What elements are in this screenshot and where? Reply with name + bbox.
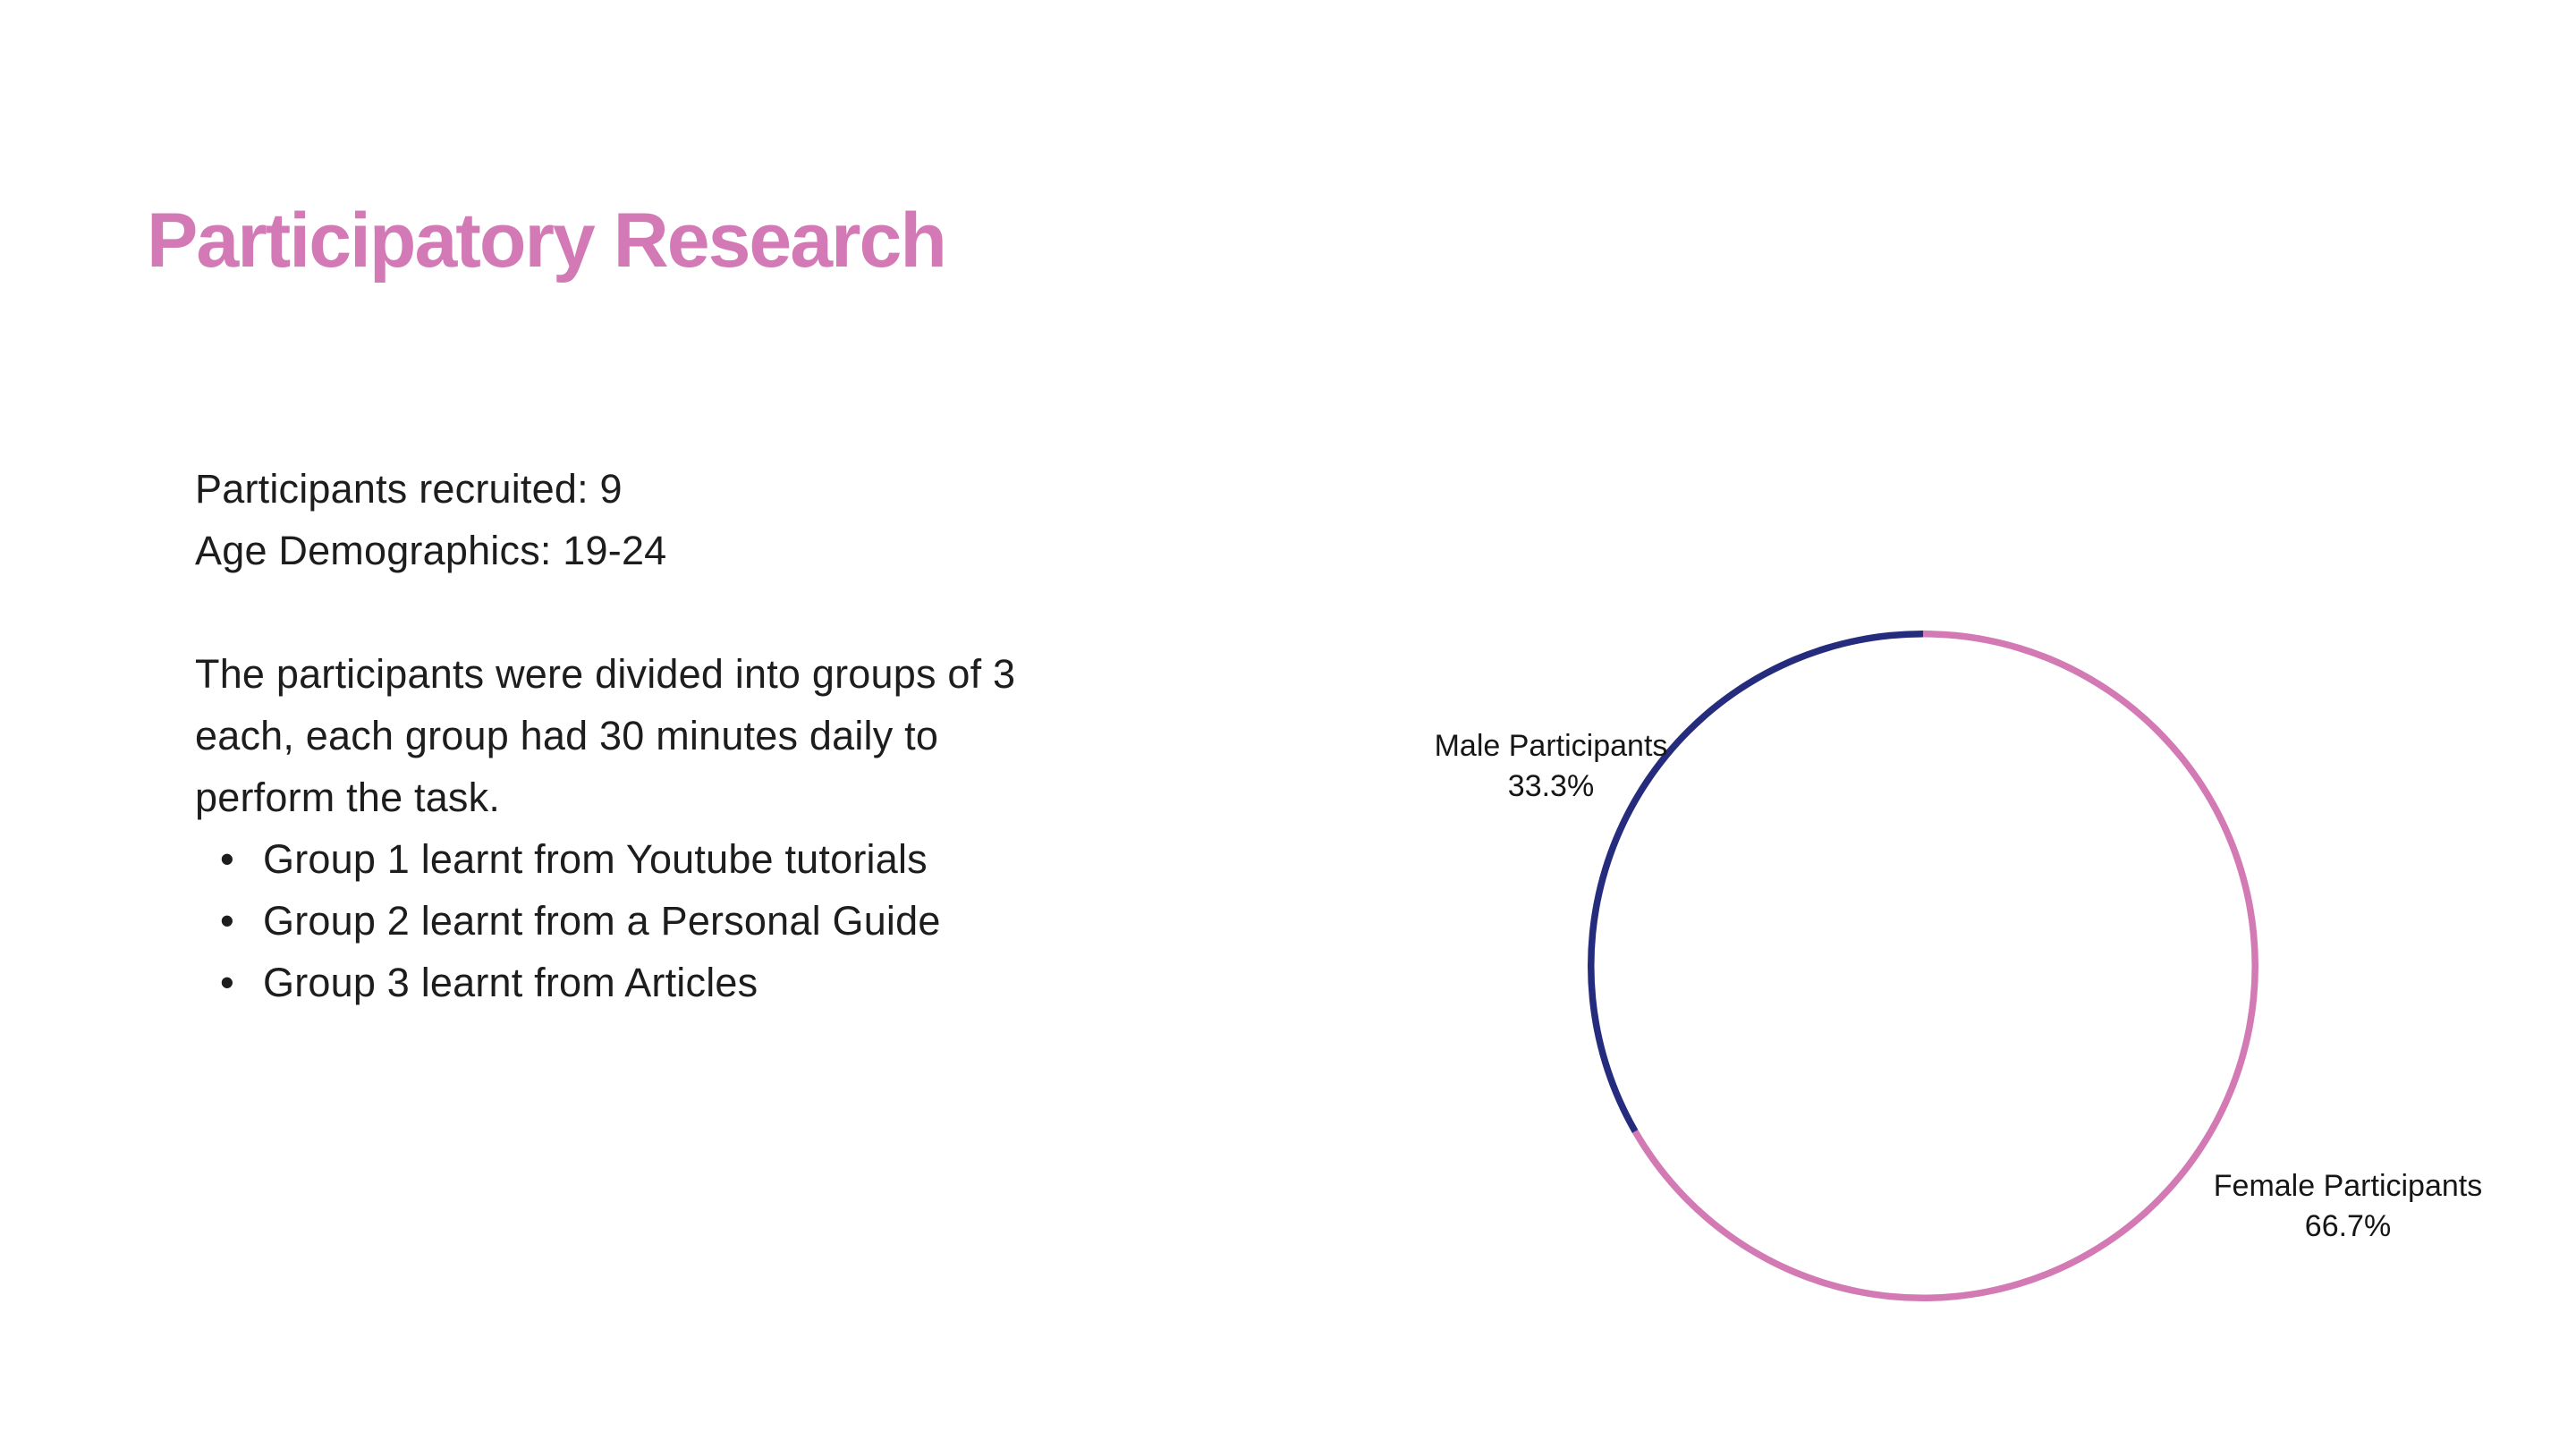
- list-item-group-2: Group 2 learnt from a Personal Guide: [195, 890, 1224, 952]
- male-slice-label: Male Participants 33.3%: [1435, 726, 1668, 807]
- page-title: Participatory Research: [147, 197, 947, 284]
- female-slice-label: Female Participants 66.7%: [2214, 1166, 2482, 1247]
- stat-participants-recruited: Participants recruited: 9: [195, 466, 623, 512]
- list-item-group-3: Group 3 learnt from Articles: [195, 952, 1224, 1013]
- list-item-group-1: Group 1 learnt from Youtube tutorials: [195, 828, 1224, 890]
- stat-age-demographics: Age Demographics: 19-24: [195, 528, 667, 573]
- male-slice-percent: 33.3%: [1507, 769, 1595, 803]
- groups-bullet-list: Group 1 learnt from Youtube tutorials Gr…: [195, 828, 1224, 1013]
- body-text-block: Participants recruited: 9 Age Demographi…: [195, 458, 1224, 1013]
- paragraph-line: perform the task.: [195, 775, 501, 820]
- female-slice-label-text: Female Participants: [2213, 1169, 2483, 1203]
- intro-paragraph: The participants were divided into group…: [195, 643, 1224, 828]
- stats-block: Participants recruited: 9 Age Demographi…: [195, 458, 1224, 581]
- paragraph-line: The participants were divided into group…: [195, 651, 1016, 697]
- female-slice-percent: 66.7%: [2304, 1209, 2392, 1243]
- donut-hole: [1594, 637, 2252, 1295]
- donut-ring: [1588, 631, 2258, 1301]
- paragraph-line: each, each group had 30 minutes daily to: [195, 713, 939, 758]
- male-slice-label-text: Male Participants: [1434, 729, 1668, 763]
